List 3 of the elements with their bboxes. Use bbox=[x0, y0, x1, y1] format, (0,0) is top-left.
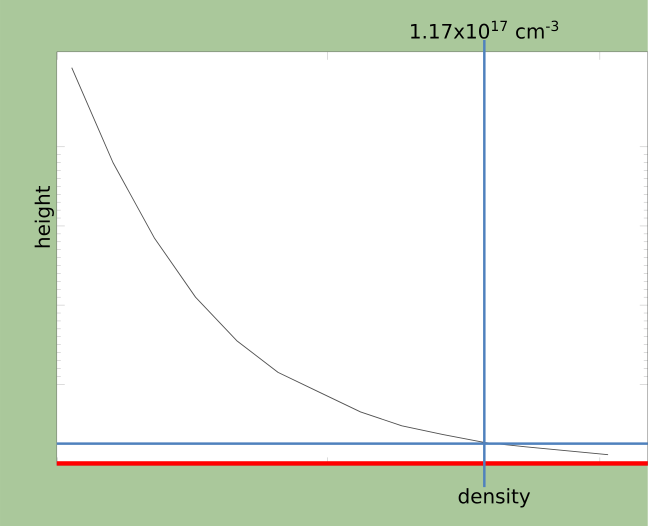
y-axis-title: height bbox=[34, 186, 54, 248]
text: 1.17x10$^{17}$ cm$^{-3}$ bbox=[411, 20, 558, 39]
x-axis-title: density bbox=[458, 488, 530, 508]
